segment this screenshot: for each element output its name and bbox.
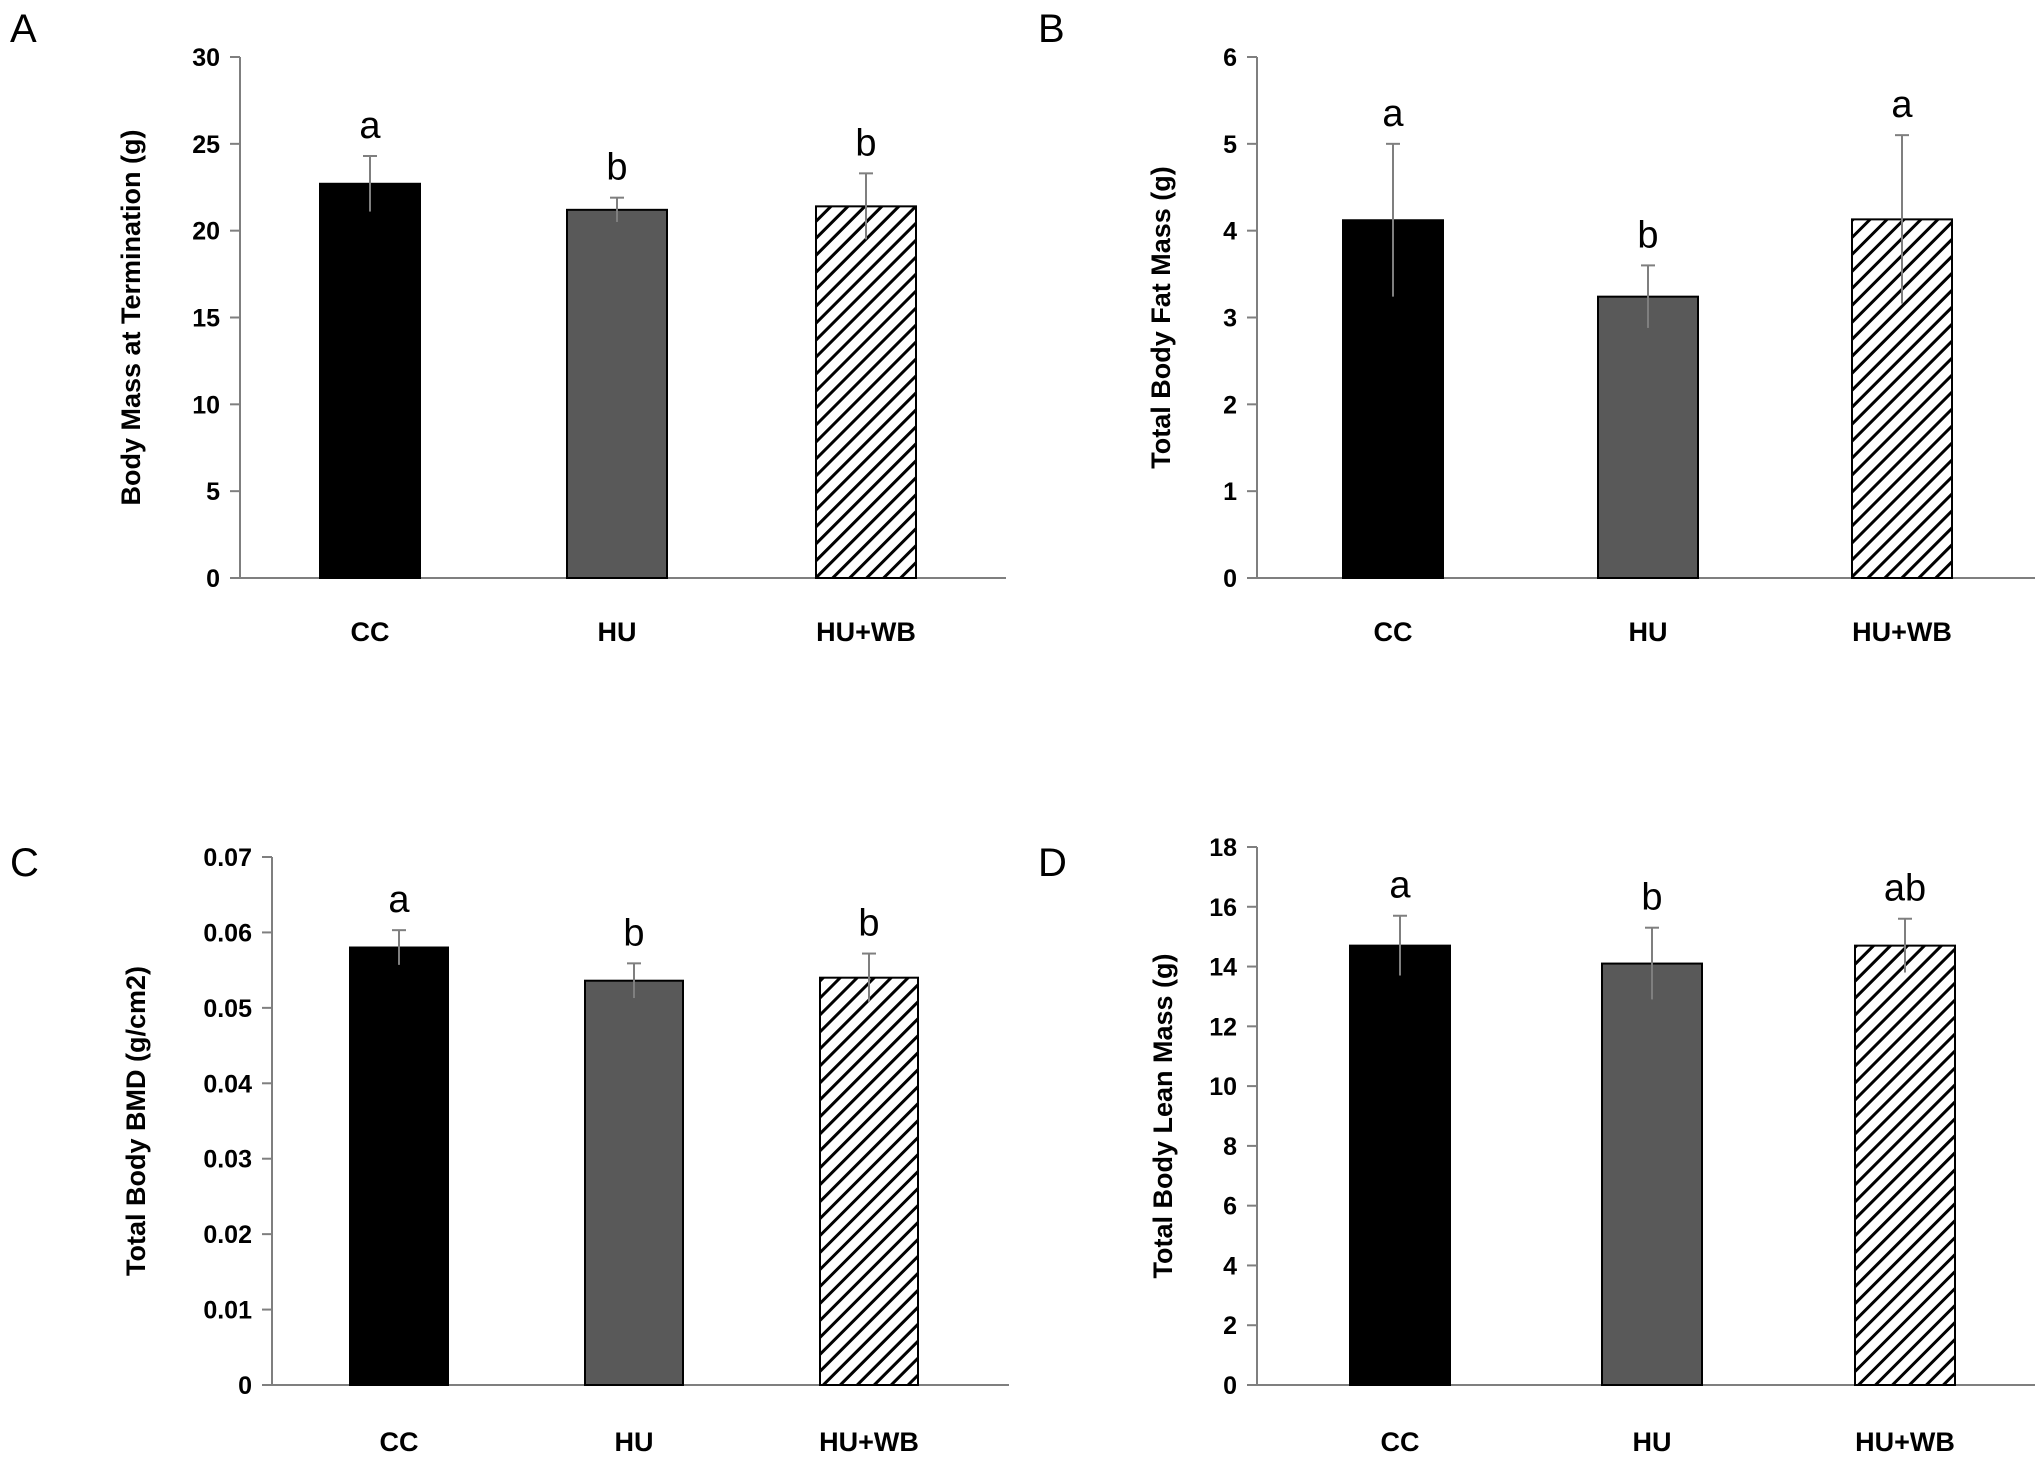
panel-d-bar-hu-wb bbox=[1854, 944, 1956, 1387]
panel-d-y-tick-label: 18 bbox=[1209, 834, 1237, 862]
panel-a-y-axis-title: Body Mass at Termination (g) bbox=[116, 129, 146, 505]
panel-a-y-tick-label: 25 bbox=[192, 131, 220, 159]
panel-c-category-label-cc: CC bbox=[380, 1427, 419, 1457]
panel-a-category-label-hu-wb: HU+WB bbox=[816, 617, 916, 647]
panel-c-y-tick-label: 0.06 bbox=[203, 919, 252, 947]
panel-c-sig-label-hu: b bbox=[623, 912, 644, 954]
panel-a-y-tick-label: 5 bbox=[206, 478, 220, 506]
panel-b-y-tick-label: 5 bbox=[1223, 131, 1237, 159]
panel-b-category-label-cc: CC bbox=[1374, 617, 1413, 647]
panel-a-sig-label-cc: a bbox=[359, 105, 381, 147]
panel-d-bar-hu bbox=[1601, 962, 1703, 1386]
panel-d-category-label-hu: HU bbox=[1633, 1427, 1672, 1457]
panel-d-y-tick-label: 14 bbox=[1209, 954, 1237, 982]
panel-d-category-label-cc: CC bbox=[1381, 1427, 1420, 1457]
panel-d-sig-label-hu: b bbox=[1641, 877, 1662, 919]
panel-a-y-tick-label: 10 bbox=[192, 391, 220, 419]
panel-c-bar-cc bbox=[349, 946, 449, 1386]
panel-b-y-tick-label: 4 bbox=[1223, 218, 1237, 246]
panel-c-bar-hu bbox=[584, 979, 684, 1387]
panel-b-y-tick-label: 6 bbox=[1223, 44, 1237, 72]
panel-c-y-tick-label: 0.05 bbox=[203, 995, 252, 1023]
panel-a-y-tick-label: 0 bbox=[206, 565, 220, 593]
panel-a-bar-hu-wb bbox=[815, 205, 917, 579]
panel-d-y-tick-label: 8 bbox=[1223, 1133, 1237, 1161]
panel-d-y-tick-label: 12 bbox=[1209, 1013, 1237, 1041]
panel-b-sig-label-cc: a bbox=[1382, 93, 1404, 135]
panel-a-letter: A bbox=[10, 7, 37, 51]
panel-a-y-tick-label: 15 bbox=[192, 305, 220, 333]
panel-b-y-tick-label: 2 bbox=[1223, 391, 1237, 419]
panel-d-sig-label-cc: a bbox=[1389, 865, 1411, 907]
panel-b-category-label-hu: HU bbox=[1629, 617, 1668, 647]
panel-d-y-tick-label: 2 bbox=[1223, 1312, 1237, 1340]
panel-c-letter: C bbox=[10, 841, 39, 885]
panel-c-category-label-hu: HU bbox=[615, 1427, 654, 1457]
panel-a-y-tick-label: 30 bbox=[192, 44, 220, 72]
panel-c-y-tick-label: 0.07 bbox=[203, 844, 252, 872]
panel-a-y-tick-label: 20 bbox=[192, 218, 220, 246]
panel-d-category-label-hu-wb: HU+WB bbox=[1855, 1427, 1955, 1457]
panel-d-sig-label-hu-wb: ab bbox=[1884, 868, 1926, 910]
panel-a-bar-hu bbox=[566, 208, 668, 579]
panel-c-sig-label-hu-wb: b bbox=[858, 903, 879, 945]
panel-b-letter: B bbox=[1038, 7, 1065, 51]
panel-b-sig-label-hu-wb: a bbox=[1891, 84, 1913, 126]
panel-c-category-label-hu-wb: HU+WB bbox=[819, 1427, 919, 1457]
panel-c-y-axis-title: Total Body BMD (g/cm2) bbox=[121, 966, 151, 1276]
panel-d-letter: D bbox=[1038, 841, 1067, 885]
panel-c-y-tick-label: 0.01 bbox=[203, 1297, 252, 1325]
panel-c-y-tick-label: 0.02 bbox=[203, 1221, 252, 1249]
panel-b-y-tick-label: 1 bbox=[1223, 478, 1237, 506]
panel-b-category-label-hu-wb: HU+WB bbox=[1852, 617, 1952, 647]
panel-b-bar-hu bbox=[1597, 295, 1699, 579]
panel-a-bar-cc bbox=[319, 182, 421, 579]
panel-b-sig-label-hu: b bbox=[1637, 214, 1658, 256]
panel-b-y-axis-title: Total Body Fat Mass (g) bbox=[1146, 166, 1176, 469]
panel-c-sig-label-cc: a bbox=[388, 879, 410, 921]
panel-d-y-tick-label: 4 bbox=[1223, 1252, 1237, 1280]
panel-d-y-tick-label: 6 bbox=[1223, 1193, 1237, 1221]
panel-c-y-tick-label: 0 bbox=[238, 1372, 252, 1400]
panel-a-category-label-cc: CC bbox=[351, 617, 390, 647]
panel-d-y-tick-label: 0 bbox=[1223, 1372, 1237, 1400]
panel-d-y-tick-label: 10 bbox=[1209, 1073, 1237, 1101]
panel-d-bar-cc bbox=[1349, 944, 1451, 1387]
panel-d-y-axis-title: Total Body Lean Mass (g) bbox=[1148, 953, 1178, 1278]
panel-a-sig-label-hu: b bbox=[606, 147, 627, 189]
panel-a-category-label-hu: HU bbox=[598, 617, 637, 647]
panel-c-y-tick-label: 0.04 bbox=[203, 1070, 252, 1098]
panel-d-y-tick-label: 16 bbox=[1209, 894, 1237, 922]
panel-a-sig-label-hu-wb: b bbox=[855, 122, 876, 164]
panel-b-y-tick-label: 3 bbox=[1223, 305, 1237, 333]
panel-b-y-tick-label: 0 bbox=[1223, 565, 1237, 593]
panel-c-bar-hu-wb bbox=[819, 976, 919, 1387]
panel-c-y-tick-label: 0.03 bbox=[203, 1146, 252, 1174]
